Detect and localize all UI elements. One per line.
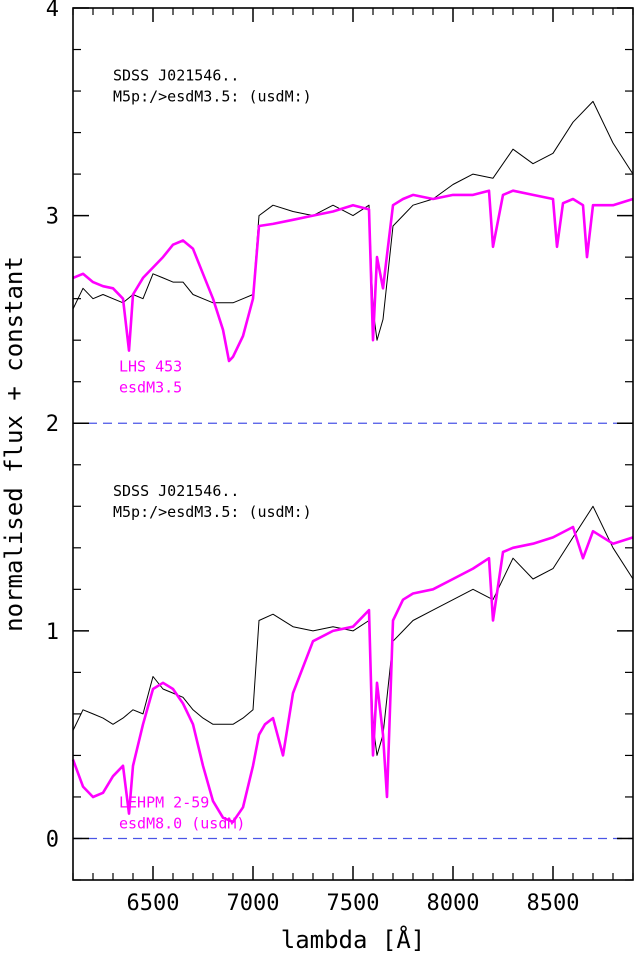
x-tick-label: 7000 [227,891,280,916]
annotation-0-line-0: SDSS J021546.. [113,67,239,85]
y-tick-label: 4 [46,0,59,22]
annotation-1-line-1: esdM3.5 [119,378,182,396]
annotation-1-line-0: LHS 453 [119,357,182,375]
spectrum-line-1 [72,189,634,363]
annotation-3-line-1: esdM8.0 (usdM) [119,814,245,832]
y-tick-label: 2 [46,412,59,437]
y-tick-label: 3 [46,205,59,230]
y-tick-label: 0 [46,827,59,852]
spectrum-line-3 [71,525,634,824]
annotation-0-line-1: M5p:/>esdM3.5: (usdM:) [113,88,312,106]
annotation-3-line-0: LEHPM 2-59 [119,793,209,811]
reference-lines [73,422,633,840]
annotation-2-line-1: M5p:/>esdM3.5: (usdM:) [113,503,312,521]
x-tick-label: 8000 [427,891,480,916]
spectrum-line-2 [72,505,634,756]
y-tick-label: 1 [46,620,59,645]
y-axis-label: normalised flux + constant [0,256,28,632]
series-layer [71,100,634,824]
annotation-layer: SDSS J021546.. M5p:/>esdM3.5: (usdM:) LHS … [113,67,312,833]
x-tick-label: 6500 [127,891,180,916]
x-tick-label: 8500 [527,891,580,916]
spectrum-line-0 [72,100,634,341]
x-tick-label: 7500 [327,891,380,916]
x-axis-label: lambda [Å] [281,925,426,954]
plot-frame [72,7,634,881]
tick-layer: 6500 7000 7500 8000 8500 0 1 2 3 4 [46,0,634,916]
annotation-2-line-0: SDSS J021546.. [113,482,239,500]
